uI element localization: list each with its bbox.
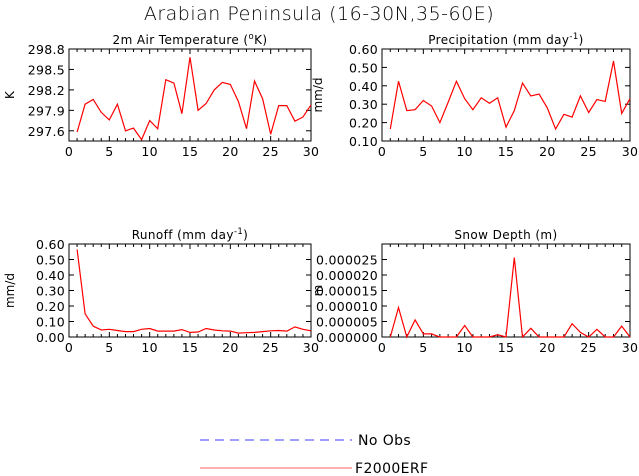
x-tick-label: 25	[262, 144, 279, 159]
y-tick-label: 0.50	[349, 60, 378, 75]
panel-title-temperature: 2m Air Temperature (oK)	[113, 32, 268, 47]
x-tick-label: 10	[456, 340, 473, 355]
series-line-f2000erf	[76, 57, 312, 141]
panel-title-text: Snow Depth (m)	[454, 228, 557, 242]
panel-title-runoff: Runoff (mm day-1)	[132, 227, 249, 242]
y-axis-label: mm/d	[3, 273, 17, 308]
figure-title: Arabian Peninsula (16-30N,35-60E)	[144, 3, 494, 25]
y-tick-label: 0.00	[36, 330, 65, 345]
panel-title-precipitation: Precipitation (mm day-1)	[428, 32, 584, 47]
x-tick-label: 30	[622, 144, 639, 159]
series-line-f2000erf	[389, 60, 631, 131]
panel-snow-depth: 0 5 10 15 20 25 300.0000000.0000050.0000100.00…	[311, 228, 638, 355]
x-tick-label: 25	[580, 340, 597, 355]
series-line-f2000erf	[389, 257, 631, 339]
x-tick-label: 10	[141, 144, 158, 159]
x-tick-label: 15	[498, 340, 515, 355]
y-tick-label: 0.20	[349, 116, 378, 131]
y-tick-label: 297.6	[28, 124, 65, 139]
y-tick-label: 0.000015	[316, 284, 378, 299]
x-tick-label: 15	[182, 340, 199, 355]
y-axis-label: m	[311, 285, 325, 297]
panel-runoff: 0 5 10 15 20 25 30 0.000.100.200.300.400.500.60…	[3, 227, 319, 355]
plot-frame	[68, 243, 312, 338]
x-tick-label: 0	[378, 144, 386, 159]
panel-title-superscript: -1	[234, 227, 243, 237]
x-tick-label: 15	[182, 144, 199, 159]
x-tick-label: 20	[539, 144, 556, 159]
panel-title-text: Precipitation (mm day	[428, 33, 569, 47]
panel-title-snow-depth: Snow Depth (m)	[454, 228, 557, 242]
y-tick-label: 0.000025	[316, 253, 378, 268]
y-tick-label: 0.30	[349, 97, 378, 112]
y-axis-label: mm/d	[311, 77, 325, 112]
x-tick-label: 0	[65, 144, 73, 159]
x-tick-label: 20	[222, 144, 239, 159]
panel-title-suffix: )	[579, 33, 584, 47]
y-tick-label: 0.50	[36, 253, 65, 268]
x-tick-label: 5	[105, 340, 113, 355]
x-tick-label: 10	[456, 144, 473, 159]
x-tick-label: 30	[303, 340, 320, 355]
y-tick-label: 0.000005	[316, 315, 378, 330]
panel-title-superscript: o	[248, 32, 254, 42]
y-tick-label: 298.2	[28, 83, 65, 98]
panel-title-superscript: -1	[569, 32, 578, 42]
panel-title-text: 2m Air Temperature (	[113, 33, 249, 47]
y-tick-label: 0.10	[349, 134, 378, 149]
y-tick-label: 0.60	[36, 237, 65, 252]
y-tick-label: 297.9	[28, 103, 65, 118]
panel-temperature: 0 5 10 15 20 25 30 297.6 297.9 298.2 298.5 298.8 2m …	[3, 32, 319, 159]
y-tick-label: 0.40	[36, 268, 65, 283]
y-axis-label: K	[3, 90, 17, 99]
x-tick-label: 5	[419, 340, 427, 355]
y-tick-label: 0.30	[36, 284, 65, 299]
x-tick-label: 15	[498, 144, 515, 159]
x-tick-label: 30	[622, 340, 639, 355]
legend: No Obs F2000ERF	[200, 433, 429, 476]
legend-label-no-obs: No Obs	[358, 433, 411, 449]
x-tick-label: 20	[539, 340, 556, 355]
y-tick-label: 0.10	[36, 315, 65, 330]
panel-precipitation: 0 5 10 15 20 25 30 0.10 0.20 0.30 0.40 0.50 0.60 Prec…	[311, 32, 638, 159]
panel-title-suffix: K)	[254, 33, 267, 47]
y-tick-label: 0.60	[349, 42, 378, 57]
x-tick-label: 0	[378, 340, 386, 355]
x-tick-label: 20	[222, 340, 239, 355]
x-tick-label: 30	[303, 144, 320, 159]
x-tick-label: 5	[105, 144, 113, 159]
y-tick-label: 0.20	[36, 299, 65, 314]
panel-title-text: Runoff (mm day	[132, 228, 234, 242]
legend-label-f2000erf: F2000ERF	[355, 461, 429, 476]
plot-frame	[68, 48, 312, 142]
x-tick-label: 10	[141, 340, 158, 355]
x-tick-label: 5	[419, 144, 427, 159]
series-line-f2000erf	[76, 249, 312, 334]
x-tick-label: 0	[65, 340, 73, 355]
y-tick-label: 0.40	[349, 79, 378, 94]
y-tick-label: 0.000000	[316, 330, 378, 345]
x-tick-label: 25	[262, 340, 279, 355]
y-tick-label: 298.5	[28, 62, 65, 77]
plot-frame	[381, 243, 631, 338]
y-tick-label: 0.000010	[316, 299, 378, 314]
panel-title-suffix: )	[243, 228, 248, 242]
y-tick-label: 298.8	[28, 42, 65, 57]
y-tick-label: 0.000020	[316, 268, 378, 283]
x-tick-label: 25	[580, 144, 597, 159]
